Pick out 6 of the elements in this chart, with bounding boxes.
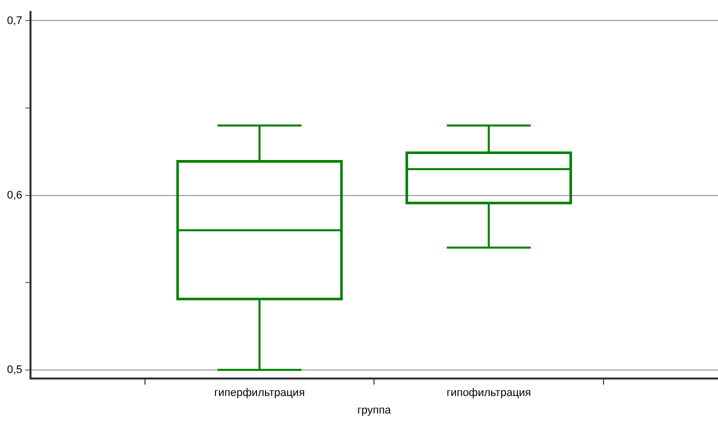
y-tick-label: 0,7 <box>6 14 22 27</box>
y-tick-label: 0,6 <box>6 189 22 202</box>
x-axis-title: группа <box>357 404 392 416</box>
x-tick-label: гипофильтрация <box>446 387 532 400</box>
x-tick-label: гиперфильтрация <box>214 387 305 400</box>
y-tick-label: 0,5 <box>6 364 22 376</box>
